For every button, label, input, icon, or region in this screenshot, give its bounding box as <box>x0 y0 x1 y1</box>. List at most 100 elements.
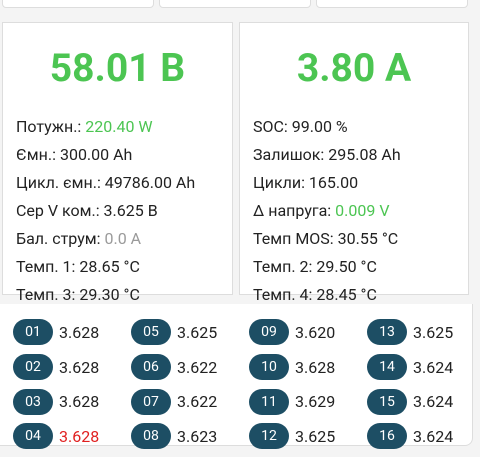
info-row: Сер V ком.: 3.625 В <box>16 197 232 225</box>
info-value: 30.55 °C <box>337 229 399 248</box>
info-row: Δ напруга: 0.009 V <box>253 197 468 225</box>
card-stub <box>159 0 311 8</box>
info-label: Темп. 1: <box>16 257 76 276</box>
info-label: Потужн.: <box>16 117 82 136</box>
cell-voltage: 3.620 <box>295 322 336 342</box>
cell: 10 3.628 <box>249 350 367 385</box>
cell-number: 03 <box>13 388 53 415</box>
cell-number: 04 <box>13 423 53 450</box>
cell-voltage: 3.628 <box>59 392 100 412</box>
cell-voltage: 3.625 <box>295 426 336 446</box>
cell-number: 15 <box>367 388 407 415</box>
info-row: Потужн.: 220.40 W <box>16 113 232 141</box>
info-value: 0.009 V <box>335 201 390 220</box>
info-value: 300.00 Ah <box>59 145 133 164</box>
cell: 13 3.625 <box>367 315 480 350</box>
info-label: Темп. 2: <box>253 257 313 276</box>
info-label: Залишок: <box>253 145 325 164</box>
info-value: 0.0 A <box>104 229 142 248</box>
info-value: 29.50 °C <box>316 257 377 276</box>
cell: 07 3.622 <box>131 384 249 419</box>
cell: 14 3.624 <box>367 350 480 385</box>
cell-number: 11 <box>249 388 289 415</box>
info-label: Темп. 4: <box>253 285 313 304</box>
info-label: Темп. 3: <box>16 285 76 304</box>
info-label: Цикл. ємн.: <box>16 173 101 192</box>
cell-number: 07 <box>131 388 171 415</box>
panel: 3.80 A SOC: 99.00 % Залишок: 295.08 Ah Цикл… <box>239 22 469 304</box>
info-row: Залишок: 295.08 Ah <box>253 141 468 169</box>
cell: 03 3.628 <box>13 384 131 419</box>
main-value: 3.80 A <box>296 45 412 91</box>
info-row: Темп MOS: 30.55 °C <box>253 225 468 253</box>
info-row: Темп. 2: 29.50 °C <box>253 253 468 281</box>
info-label: Бал. струм: <box>16 229 101 248</box>
info-list: Потужн.: 220.40 W Ємн.: 300.00 Ah Цикл. єм… <box>3 113 232 309</box>
cell-number: 12 <box>249 423 289 450</box>
cell: 16 3.624 <box>367 419 480 454</box>
info-label: Ємн.: <box>16 145 56 164</box>
cell-voltage: 3.628 <box>295 357 336 377</box>
cell-voltage: 3.624 <box>413 392 454 412</box>
panel: 58.01 В Потужн.: 220.40 W Ємн.: 300.00 Ah Ц… <box>2 22 233 304</box>
info-value: 3.625 В <box>103 201 158 220</box>
info-row: Темп. 4: 28.45 °C <box>253 281 468 309</box>
cell-voltage: 3.622 <box>177 357 218 377</box>
cell: 04 3.628 <box>13 419 131 454</box>
cell-voltage: 3.628 <box>59 322 100 342</box>
info-value: 220.40 W <box>85 117 153 136</box>
info-label: Δ напруга: <box>253 201 332 220</box>
info-row: Бал. струм: 0.0 A <box>16 225 232 253</box>
cell: 08 3.623 <box>131 419 249 454</box>
cell-number: 06 <box>131 354 171 381</box>
main-value: 58.01 В <box>49 45 186 91</box>
cell-voltage: 3.624 <box>413 357 454 377</box>
cell-number: 09 <box>249 319 289 346</box>
card-stub <box>316 0 468 8</box>
cell-voltage: 3.622 <box>177 392 218 412</box>
cell: 09 3.620 <box>249 315 367 350</box>
info-value: 165.00 <box>308 173 359 192</box>
cell-voltage: 3.625 <box>413 322 454 342</box>
cell: 01 3.628 <box>13 315 131 350</box>
cell-number: 16 <box>367 423 407 450</box>
info-row: Темп. 3: 29.30 °C <box>16 281 232 309</box>
info-row: Ємн.: 300.00 Ah <box>16 141 232 169</box>
info-value: 99.00 % <box>291 117 348 136</box>
info-row: SOC: 99.00 % <box>253 113 468 141</box>
cell-number: 01 <box>13 319 53 346</box>
cell: 12 3.625 <box>249 419 367 454</box>
info-label: Сер V ком.: <box>16 201 100 220</box>
info-value: 28.45 °C <box>316 285 377 304</box>
cell-number: 05 <box>131 319 171 346</box>
cell-number: 14 <box>367 354 407 381</box>
card-stub <box>2 0 154 8</box>
info-value: 295.08 Ah <box>328 145 401 164</box>
info-row: Темп. 1: 28.65 °C <box>16 253 232 281</box>
cell-voltage: 3.628 <box>59 426 100 446</box>
cell-voltage: 3.625 <box>177 322 218 342</box>
cell-grid: 01 3.628 02 3.628 03 3.628 04 3.628 05 3.625 06 3.6… <box>0 304 473 450</box>
info-label: Темп MOS: <box>253 229 334 248</box>
info-value: 49786.00 Ah <box>104 173 196 192</box>
info-value: 28.65 °C <box>79 257 140 276</box>
cell: 02 3.628 <box>13 350 131 385</box>
cell: 05 3.625 <box>131 315 249 350</box>
cell-number: 13 <box>367 319 407 346</box>
cell-voltage: 3.628 <box>59 357 100 377</box>
info-row: Цикл. ємн.: 49786.00 Ah <box>16 169 232 197</box>
info-list: SOC: 99.00 % Залишок: 295.08 Ah Цикли: 165… <box>240 113 468 309</box>
info-value: 29.30 °C <box>79 285 140 304</box>
cell-number: 02 <box>13 354 53 381</box>
cell-voltage: 3.629 <box>295 392 336 412</box>
info-row: Цикли: 165.00 <box>253 169 468 197</box>
cell: 11 3.629 <box>249 384 367 419</box>
cell-number: 08 <box>131 423 171 450</box>
cell: 15 3.624 <box>367 384 480 419</box>
cell-voltage: 3.623 <box>177 426 218 446</box>
info-label: Цикли: <box>253 173 305 192</box>
cell-voltage: 3.624 <box>413 426 454 446</box>
cell-number: 10 <box>249 354 289 381</box>
info-label: SOC: <box>253 117 288 136</box>
